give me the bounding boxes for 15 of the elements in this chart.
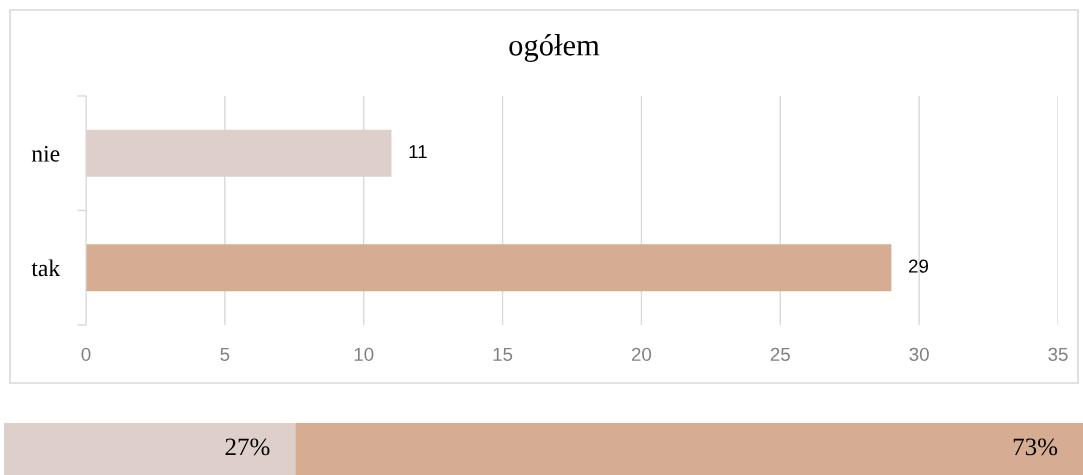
- x-tick-label: 25: [770, 347, 790, 361]
- x-tick-label: 20: [631, 347, 652, 361]
- x-tick-label: 35: [1048, 347, 1068, 361]
- x-tick-label: 10: [354, 347, 374, 361]
- chart-title: ogółem: [509, 34, 600, 62]
- y-tick-label: tak: [31, 259, 61, 277]
- data-label: 11: [409, 145, 427, 159]
- x-tick-label: 5: [220, 347, 230, 361]
- data-label: 27%: [225, 438, 270, 456]
- x-tick-label: 0: [81, 347, 91, 361]
- y-tick-label: nie: [31, 145, 60, 162]
- x-tick-label: 15: [493, 347, 513, 361]
- data-label: 73%: [1013, 438, 1058, 456]
- x-tick-label: 30: [909, 347, 929, 361]
- data-label: 29: [908, 259, 928, 273]
